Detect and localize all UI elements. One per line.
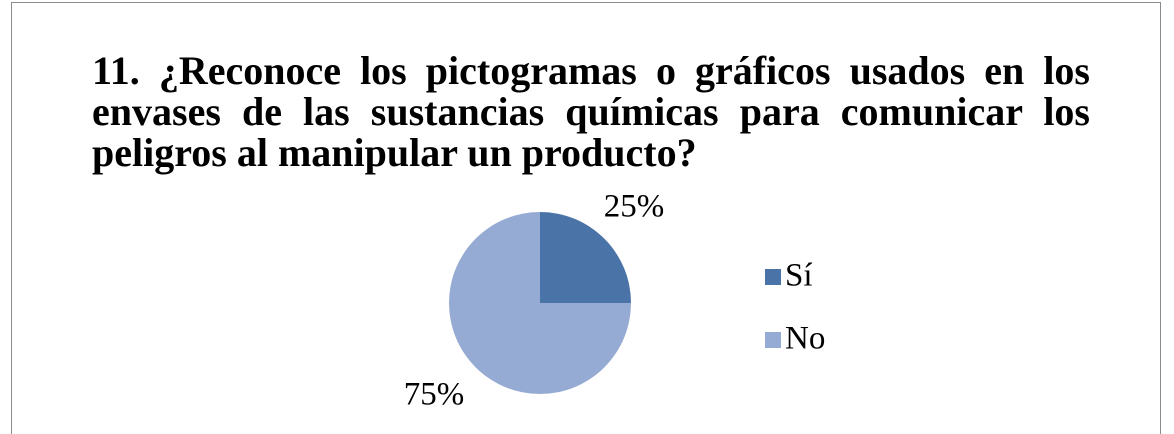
chart-frame [11,2,1161,434]
pie-slice [540,212,631,303]
legend-swatch [765,269,781,285]
chart-title: 11. ¿Reconoce los pictogramas o gráficos… [92,48,1090,175]
data-label: 75% [404,377,465,413]
legend-label: No [785,321,825,357]
legend-label: Sí [785,258,813,294]
data-label: 25% [604,189,665,225]
legend-swatch [765,332,781,348]
pie-slice [449,212,631,394]
